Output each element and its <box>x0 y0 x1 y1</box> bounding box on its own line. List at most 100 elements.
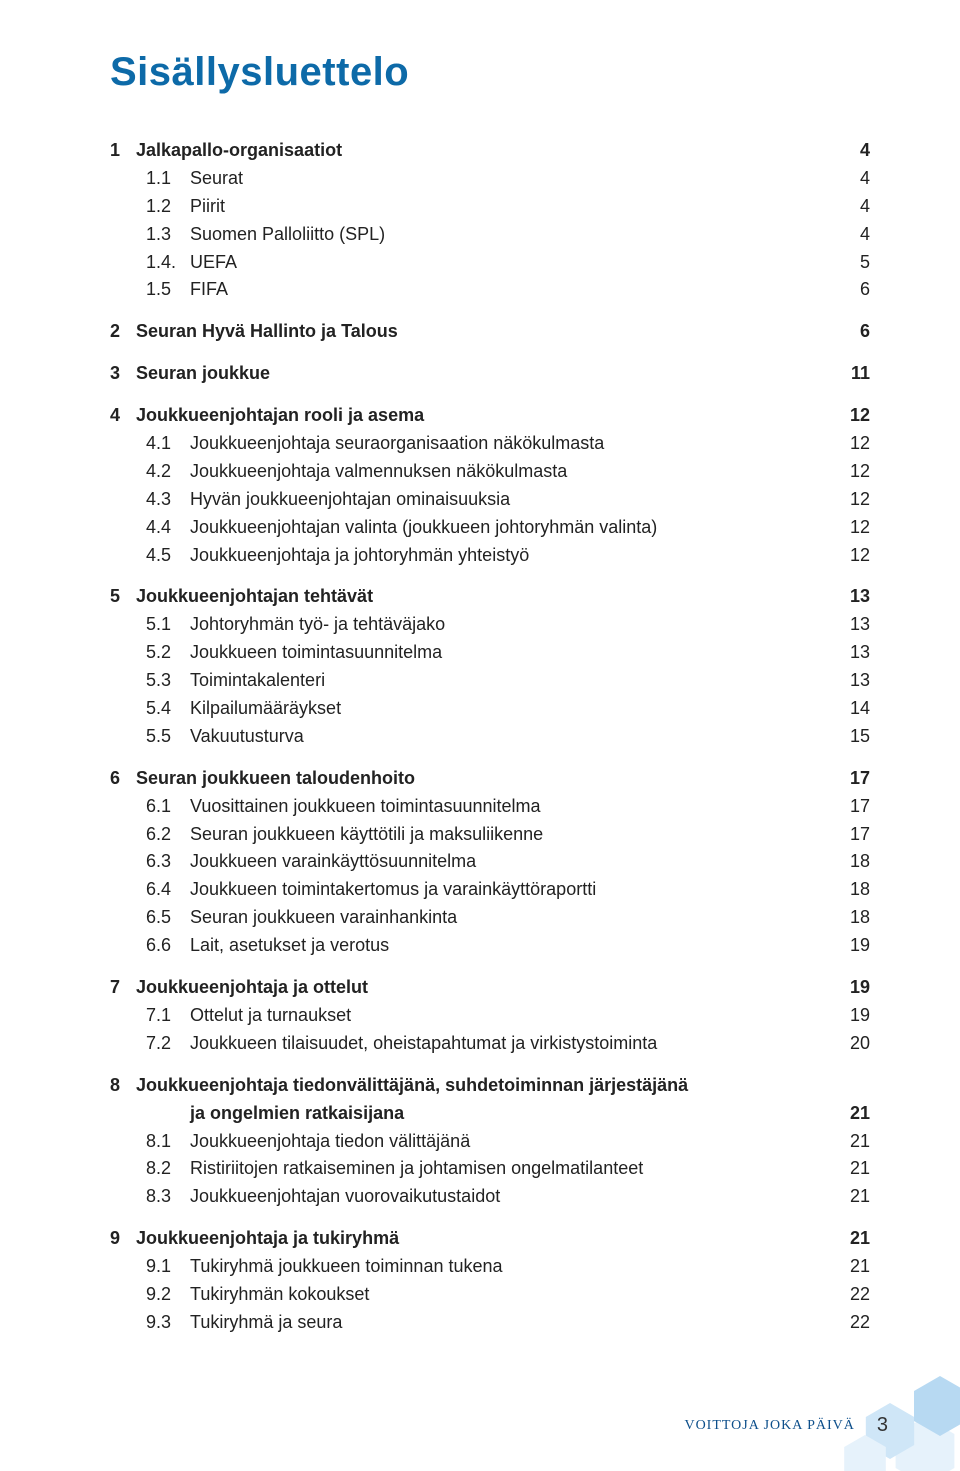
toc-page: 13 <box>842 667 870 695</box>
toc-row: 5.4Kilpailumääräykset14 <box>110 695 870 723</box>
toc-row: 6.6Lait, asetukset ja verotus 19 <box>110 932 870 960</box>
toc-number: 2 <box>110 318 136 346</box>
toc-page: 19 <box>842 974 870 1002</box>
toc-row: 5.3Toimintakalenteri13 <box>110 667 870 695</box>
toc-label: Joukkueenjohtaja ja johtoryhmän yhteisty… <box>190 542 529 570</box>
toc-page: 22 <box>842 1281 870 1309</box>
toc-row: 6Seuran joukkueen taloudenhoito17 <box>110 765 870 793</box>
toc-page: 11 <box>842 360 870 388</box>
toc-page: 22 <box>842 1309 870 1337</box>
toc-label: Piirit <box>190 193 225 221</box>
toc-label: Joukkueenjohtaja ja ottelut <box>136 974 368 1002</box>
toc-label: Joukkueen toimintakertomus ja varainkäyt… <box>190 876 596 904</box>
toc-number: 6.1 <box>110 793 190 821</box>
toc-number: 5.2 <box>110 639 190 667</box>
toc-number: 5.1 <box>110 611 190 639</box>
toc-row: 4.4Joukkueenjohtajan valinta (joukkueen … <box>110 514 870 542</box>
toc-number: 1.1 <box>110 165 190 193</box>
toc-page: 4 <box>842 221 870 249</box>
toc-row: 7.1Ottelut ja turnaukset19 <box>110 1002 870 1030</box>
toc-page: 19 <box>842 932 870 960</box>
toc-number: 7 <box>110 974 136 1002</box>
toc-page: 4 <box>842 137 870 165</box>
toc-row: 4.2Joukkueenjohtaja valmennuksen näkökul… <box>110 458 870 486</box>
toc-row: 1.1Seurat 4 <box>110 165 870 193</box>
toc-label: Seurat <box>190 165 243 193</box>
toc-row: 6.2Seuran joukkueen käyttötili ja maksul… <box>110 821 870 849</box>
toc-number: 9.1 <box>110 1253 190 1281</box>
toc-row: 7.2Joukkueen tilaisuudet, oheistapahtuma… <box>110 1030 870 1058</box>
toc-label: Joukkueenjohtajan rooli ja asema <box>136 402 424 430</box>
footer-page-number: 3 <box>877 1414 888 1437</box>
toc-number: 4.2 <box>110 458 190 486</box>
toc-page: 4 <box>842 193 870 221</box>
toc-number: 5.3 <box>110 667 190 695</box>
toc-number: 8 <box>110 1072 136 1100</box>
toc-row: 5Joukkueenjohtajan tehtävät 13 <box>110 583 870 611</box>
toc-page: 17 <box>842 821 870 849</box>
toc-number: 4.4 <box>110 514 190 542</box>
toc-page: 17 <box>842 793 870 821</box>
toc-number: 8.3 <box>110 1183 190 1211</box>
toc-number: 6.6 <box>110 932 190 960</box>
toc-row: 9.3Tukiryhmä ja seura22 <box>110 1309 870 1337</box>
toc-row: 5.5Vakuutusturva15 <box>110 723 870 751</box>
toc-page: 14 <box>842 695 870 723</box>
toc-page: 17 <box>842 765 870 793</box>
toc-page: 13 <box>842 583 870 611</box>
toc-page: 12 <box>842 514 870 542</box>
toc-row: 8.1Joukkueenjohtaja tiedon välittäjänä21 <box>110 1128 870 1156</box>
toc-page: 4 <box>842 165 870 193</box>
toc-label: Lait, asetukset ja verotus <box>190 932 389 960</box>
toc-number: 4.3 <box>110 486 190 514</box>
toc-page: 13 <box>842 611 870 639</box>
toc-label: Ottelut ja turnaukset <box>190 1002 351 1030</box>
toc-number: 1.2 <box>110 193 190 221</box>
toc-row: 1Jalkapallo-organisaatiot4 <box>110 137 870 165</box>
page-container: Sisällysluettelo 1Jalkapallo-organisaati… <box>0 0 960 1337</box>
page-title: Sisällysluettelo <box>110 50 870 95</box>
toc-label: Joukkueenjohtaja valmennuksen näkökulmas… <box>190 458 567 486</box>
toc-row: 8.3Joukkueenjohtajan vuorovaikutustaidot… <box>110 1183 870 1211</box>
toc-label: ja ongelmien ratkaisijana <box>190 1100 404 1128</box>
toc-number: 7.2 <box>110 1030 190 1058</box>
toc-row: 6.1Vuosittainen joukkueen toimintasuunni… <box>110 793 870 821</box>
toc-row: 6.5Seuran joukkueen varainhankinta18 <box>110 904 870 932</box>
toc-number: 8.2 <box>110 1155 190 1183</box>
toc-number: 1 <box>110 137 136 165</box>
toc-row: ja ongelmien ratkaisijana 21 <box>110 1100 870 1128</box>
toc-label: Joukkueenjohtajan tehtävät <box>136 583 373 611</box>
toc-number: 6.5 <box>110 904 190 932</box>
toc-page: 21 <box>842 1183 870 1211</box>
toc-page: 21 <box>842 1155 870 1183</box>
toc-row: 1.4.UEFA5 <box>110 249 870 277</box>
toc-page: 21 <box>842 1100 870 1128</box>
toc-label: Joukkueenjohtaja seuraorganisaation näkö… <box>190 430 604 458</box>
toc-label: Seuran joukkueen taloudenhoito <box>136 765 415 793</box>
toc-label: Seuran joukkueen käyttötili ja maksuliik… <box>190 821 543 849</box>
toc-label: Joukkueen toimintasuunnitelma <box>190 639 442 667</box>
toc-label: Vakuutusturva <box>190 723 304 751</box>
toc-number: 5.4 <box>110 695 190 723</box>
toc-label: Joukkueen tilaisuudet, oheistapahtumat j… <box>190 1030 657 1058</box>
toc-label: Joukkueenjohtaja ja tukiryhmä <box>136 1225 399 1253</box>
toc-number: 9 <box>110 1225 136 1253</box>
toc-number: 4.5 <box>110 542 190 570</box>
toc-page: 6 <box>842 276 870 304</box>
toc-number: 6.2 <box>110 821 190 849</box>
toc-row: 8.2Ristiriitojen ratkaiseminen ja johtam… <box>110 1155 870 1183</box>
toc-page: 18 <box>842 904 870 932</box>
toc-number: 6.3 <box>110 848 190 876</box>
toc-page: 18 <box>842 876 870 904</box>
toc-row: 9.2Tukiryhmän kokoukset22 <box>110 1281 870 1309</box>
toc-row: 6.4Joukkueen toimintakertomus ja varaink… <box>110 876 870 904</box>
toc-number: 4.1 <box>110 430 190 458</box>
table-of-contents: 1Jalkapallo-organisaatiot41.1Seurat 4 1.2P… <box>110 137 870 1337</box>
toc-label: Seuran joukkue <box>136 360 270 388</box>
toc-page: 5 <box>842 249 870 277</box>
toc-number: 1.4. <box>110 249 190 277</box>
toc-label: Suomen Palloliitto (SPL) <box>190 221 385 249</box>
toc-number: 5 <box>110 583 136 611</box>
toc-label: Vuosittainen joukkueen toimintasuunnitel… <box>190 793 541 821</box>
toc-page: 20 <box>842 1030 870 1058</box>
